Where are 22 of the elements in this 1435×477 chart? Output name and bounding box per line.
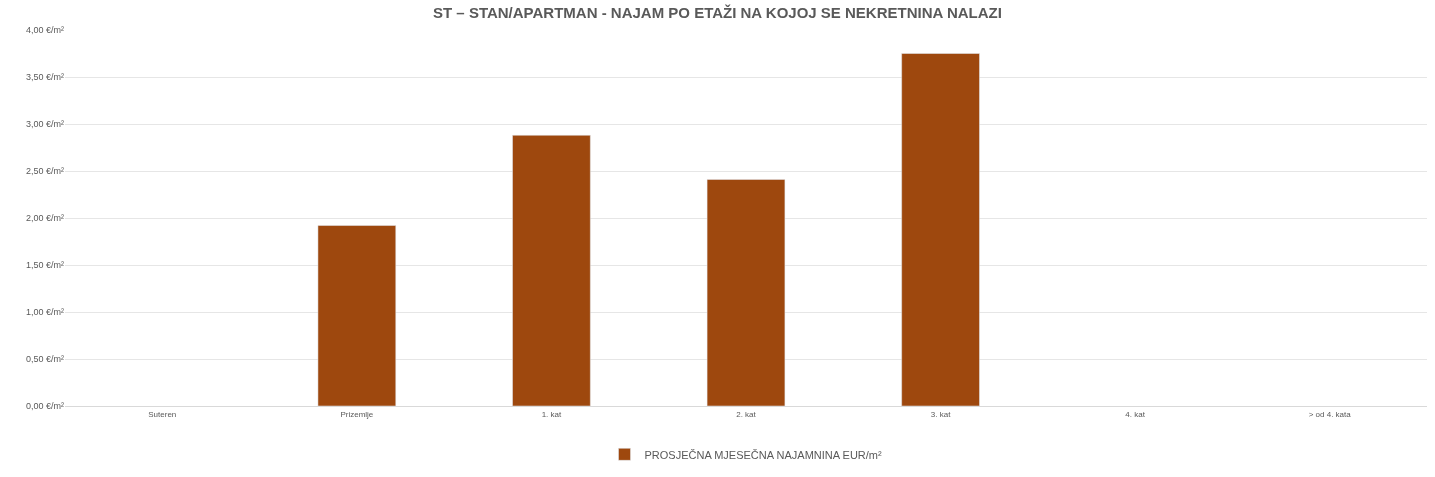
y-tick-label: 0,00 €/m² — [25, 401, 64, 412]
x-tick-label: > od 4. kata — [1308, 409, 1352, 419]
y-tick-label: 2,00 €/m² — [25, 213, 64, 224]
chart-title: ST – STAN/APARTMAN - NAJAM PO ETAŽI NA KOJOJ SE NEKRETNINA NALAZI — [433, 3, 1002, 21]
y-tick-label: 3,00 €/m² — [25, 119, 64, 130]
x-tick-label: Prizemlje — [340, 409, 374, 419]
y-tick-label: 4,00 €/m² — [25, 25, 64, 36]
y-tick-label: 1,00 €/m² — [25, 307, 64, 318]
x-tick-label: 3. kat — [930, 409, 952, 419]
x-tick-label: 1. kat — [541, 409, 562, 419]
x-tick-label: 2. kat — [736, 409, 757, 419]
y-tick-label: 1,50 €/m² — [25, 260, 64, 271]
y-tick-label: 2,50 €/m² — [25, 166, 64, 177]
bar — [706, 179, 786, 406]
y-tick-label: 3,50 €/m² — [25, 72, 64, 83]
legend-label: PROSJEČNA MJESEČNA NAJAMNINA EUR/m² — [644, 448, 882, 461]
bar — [901, 53, 980, 406]
bar — [317, 225, 397, 406]
y-tick-label: 0,50 €/m² — [25, 354, 64, 365]
x-tick-label: 4. kat — [1125, 409, 1146, 419]
x-tick-label: Suteren — [148, 409, 177, 419]
bar — [512, 135, 591, 406]
